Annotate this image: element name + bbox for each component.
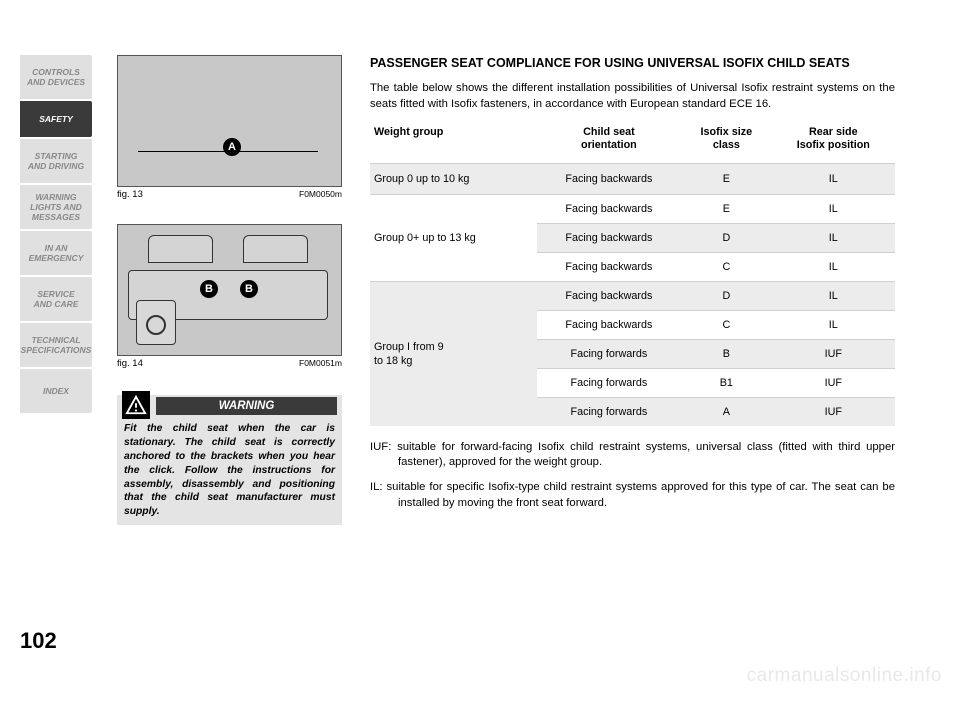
figure-13-image: A [117, 55, 342, 187]
section-heading: PASSENGER SEAT COMPLIANCE FOR USING UNIV… [370, 55, 895, 71]
cell-size: D [681, 223, 772, 252]
tab-technical[interactable]: TECHNICALSPECIFICATIONS [20, 323, 92, 367]
table-row: Group I from 9to 18 kg Facing backwards … [370, 281, 895, 310]
definitions: IUF: suitable for forward-facing Isofix … [370, 440, 895, 511]
cell-weight-group: Group I from 9to 18 kg [370, 281, 537, 426]
cell-size: C [681, 310, 772, 339]
cell-orientation: Facing backwards [537, 223, 681, 252]
intro-paragraph: The table below shows the different inst… [370, 81, 895, 112]
th-size-class: Isofix sizeclass [681, 120, 772, 163]
watermark: carmanualsonline.info [747, 665, 942, 687]
cell-size: E [681, 194, 772, 223]
cell-pos: IL [772, 281, 895, 310]
figure-13-code: F0M0050m [299, 189, 342, 200]
tab-safety[interactable]: SAFETY [20, 101, 92, 137]
tab-index[interactable]: INDEX [20, 369, 92, 413]
th-weight-group: Weight group [370, 120, 537, 163]
figure-13-caption: fig. 13 [117, 189, 143, 200]
cell-pos: IL [772, 163, 895, 194]
cell-orientation: Facing backwards [537, 252, 681, 281]
cell-weight-group: Group 0+ up to 13 kg [370, 194, 537, 281]
cell-size: B [681, 339, 772, 368]
cell-orientation: Facing backwards [537, 310, 681, 339]
tab-controls[interactable]: CONTROLSAND DEVICES [20, 55, 92, 99]
main-content: PASSENGER SEAT COMPLIANCE FOR USING UNIV… [370, 55, 895, 521]
cell-pos: IL [772, 252, 895, 281]
cell-size: B1 [681, 368, 772, 397]
sidebar-nav: CONTROLSAND DEVICES SAFETY STARTINGAND D… [20, 55, 92, 415]
cell-pos: IUF [772, 339, 895, 368]
cell-pos: IUF [772, 368, 895, 397]
cell-pos: IUF [772, 397, 895, 426]
figure-13-marker-a: A [223, 138, 241, 156]
table-row: Group 0 up to 10 kg Facing backwards E I… [370, 163, 895, 194]
cell-size: D [681, 281, 772, 310]
cell-orientation: Facing forwards [537, 397, 681, 426]
th-position: Rear sideIsofix position [772, 120, 895, 163]
cell-size: E [681, 163, 772, 194]
cell-size: A [681, 397, 772, 426]
cell-orientation: Facing forwards [537, 368, 681, 397]
def-il: IL: suitable for specific Isofix-type ch… [370, 480, 895, 511]
cell-orientation: Facing backwards [537, 194, 681, 223]
cell-orientation: Facing backwards [537, 281, 681, 310]
figure-14-marker-b1: B [200, 280, 218, 298]
th-orientation: Child seatorientation [537, 120, 681, 163]
cell-size: C [681, 252, 772, 281]
warning-text: Fit the child seat when the car is stati… [122, 419, 337, 519]
figure-14-marker-b2: B [240, 280, 258, 298]
cell-pos: IL [772, 223, 895, 252]
isofix-table: Weight group Child seatorientation Isofi… [370, 120, 895, 426]
tab-emergency[interactable]: IN ANEMERGENCY [20, 231, 92, 275]
figure-14-caption: fig. 14 [117, 358, 143, 369]
cell-orientation: Facing forwards [537, 339, 681, 368]
warning-title: WARNING [156, 397, 337, 415]
cell-pos: IL [772, 194, 895, 223]
tab-starting[interactable]: STARTINGAND DRIVING [20, 139, 92, 183]
page-number: 102 [20, 628, 57, 654]
figure-13: A fig. 13 F0M0050m [117, 55, 342, 200]
table-row: Group 0+ up to 13 kg Facing backwards E … [370, 194, 895, 223]
warning-icon [122, 391, 150, 419]
cell-pos: IL [772, 310, 895, 339]
cell-weight-group: Group 0 up to 10 kg [370, 163, 537, 194]
tab-service[interactable]: SERVICEAND CARE [20, 277, 92, 321]
figure-14: B B fig. 14 F0M0051m [117, 224, 342, 369]
cell-orientation: Facing backwards [537, 163, 681, 194]
warning-box: WARNING Fit the child seat when the car … [117, 395, 342, 525]
figure-14-code: F0M0051m [299, 358, 342, 369]
tab-warning-lights[interactable]: WARNINGLIGHTS ANDMESSAGES [20, 185, 92, 229]
figure-14-image: B B [117, 224, 342, 356]
def-iuf: IUF: suitable for forward-facing Isofix … [370, 440, 895, 471]
